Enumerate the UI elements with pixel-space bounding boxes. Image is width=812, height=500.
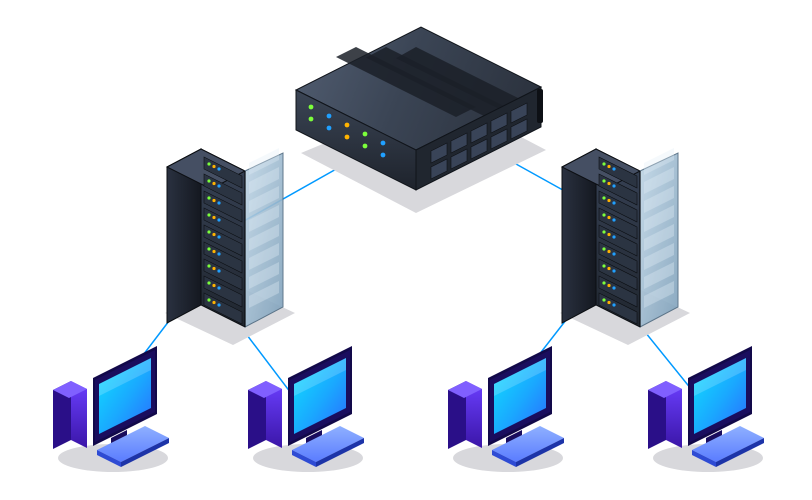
rackR [560, 148, 690, 345]
router-node [296, 27, 546, 213]
pc4 [648, 346, 764, 472]
pc3 [448, 346, 564, 472]
rackL [165, 148, 295, 345]
nodes-layer [53, 27, 764, 472]
pc1 [53, 346, 169, 472]
pc2 [248, 346, 364, 472]
network-topology-diagram [0, 0, 812, 500]
